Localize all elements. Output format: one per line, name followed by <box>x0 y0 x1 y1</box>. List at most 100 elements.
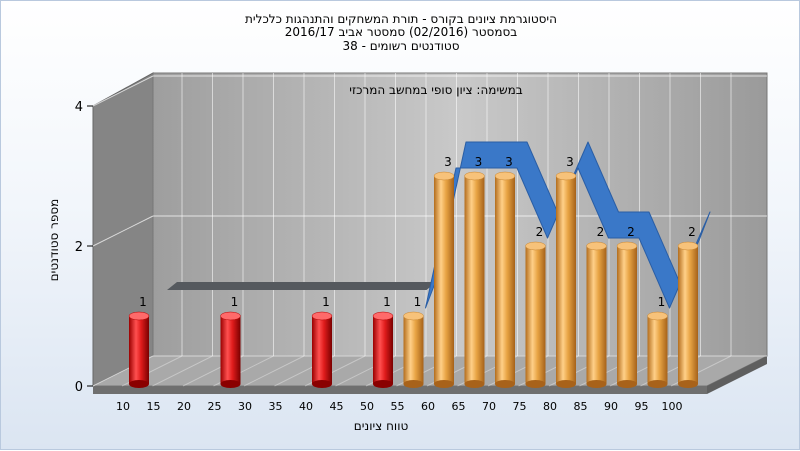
bar-base <box>586 380 607 388</box>
bar-body <box>403 316 424 384</box>
bar-base <box>434 380 454 388</box>
bar-base <box>495 380 515 388</box>
bar-body <box>373 316 393 384</box>
bar-base <box>403 380 424 388</box>
bar-value-label: 1 <box>139 295 147 309</box>
x-tick-label: 45 <box>330 400 344 413</box>
x-tick-label: 70 <box>482 400 496 413</box>
bar-base <box>678 380 698 388</box>
bar-body <box>617 246 637 384</box>
bar-body <box>495 176 515 384</box>
bar-cap <box>677 241 699 251</box>
bar-value-label: 1 <box>658 295 666 309</box>
bar-value-label: 3 <box>566 155 574 169</box>
bar-90: 2 <box>616 225 638 388</box>
bar-base <box>464 380 485 388</box>
bar-cap <box>220 311 241 321</box>
bar-value-label: 2 <box>597 225 605 239</box>
bar-base <box>556 380 576 388</box>
bar-value-label: 3 <box>444 155 452 169</box>
bar-65: 3 <box>464 155 485 388</box>
bar-base <box>647 380 668 388</box>
x-tick-label: 20 <box>177 400 191 413</box>
x-tick-label: 80 <box>543 400 557 413</box>
x-tick-label: 35 <box>269 400 283 413</box>
bar-cap <box>128 311 150 321</box>
bar-value-label: 2 <box>536 225 544 239</box>
x-tick-label: 55 <box>391 400 405 413</box>
bar-value-label: 1 <box>383 295 391 309</box>
bar-cap <box>494 171 516 181</box>
bar-cap <box>555 171 577 181</box>
bar-base <box>617 380 637 388</box>
bar-10: 1 <box>128 295 150 388</box>
bar-100: 2 <box>677 225 699 388</box>
bar-cap <box>525 241 546 251</box>
floor-edge-front <box>93 386 707 394</box>
bar-body <box>129 316 149 384</box>
bar-body <box>434 176 454 384</box>
bar-40: 1 <box>311 295 333 388</box>
x-tick-label: 100 <box>662 400 683 413</box>
bar-body <box>678 246 698 384</box>
floor-grid-line <box>243 355 305 387</box>
y-tick-label: 4 <box>75 100 83 115</box>
ribbon-pass <box>425 141 711 309</box>
bar-value-label: 1 <box>414 295 422 309</box>
bar-base <box>525 380 546 388</box>
bar-value-label: 2 <box>627 225 635 239</box>
bar-80: 3 <box>555 155 577 388</box>
chart-subtitle-students: סטודנטים רשומים - 38 <box>342 39 460 53</box>
bar-body <box>525 246 546 384</box>
grid-line-left-wall <box>92 75 154 107</box>
bar-55: 1 <box>403 295 424 388</box>
bar-cap <box>586 241 607 251</box>
floor-grid-line <box>152 355 213 387</box>
chart-subtitle-semester: בסמסטר (02/2016) סמסטר אביב 2016/17 <box>284 25 518 39</box>
bar-75: 2 <box>525 225 546 388</box>
bar-cap <box>311 311 333 321</box>
x-tick-label: 90 <box>604 400 618 413</box>
bar-value-label: 3 <box>505 155 513 169</box>
x-tick-label: 40 <box>299 400 313 413</box>
bar-cap <box>616 241 638 251</box>
x-tick-label: 60 <box>421 400 435 413</box>
ribbon-fail <box>167 282 437 290</box>
chart-annotation: במשימה: ציון סופי במחשב המרכזי <box>349 83 523 97</box>
bar-cap <box>403 311 424 321</box>
bar-cap <box>433 171 455 181</box>
bar-value-label: 2 <box>688 225 696 239</box>
bar-cap <box>647 311 668 321</box>
floor-edge-side <box>707 356 767 394</box>
bar-25: 1 <box>220 295 241 388</box>
x-tick-label: 75 <box>513 400 527 413</box>
bar-50: 1 <box>372 295 394 388</box>
bar-body <box>647 316 668 384</box>
bar-cap <box>372 311 394 321</box>
bar-body <box>586 246 607 384</box>
bar-body <box>556 176 576 384</box>
bar-60: 3 <box>433 155 455 388</box>
x-tick-label: 25 <box>208 400 222 413</box>
bar-85: 2 <box>586 225 607 388</box>
x-tick-label: 65 <box>452 400 466 413</box>
x-tick-label: 95 <box>635 400 649 413</box>
bar-body <box>464 176 485 384</box>
y-axis-label: מספר סטודנטים <box>47 198 61 282</box>
bar-95: 1 <box>647 295 668 388</box>
chart-title: היסטוגרמת ציונים בקורס - תורת המשחקים וה… <box>245 12 557 26</box>
bar-base <box>312 380 332 388</box>
bar-70: 3 <box>494 155 516 388</box>
bar-cap <box>464 171 485 181</box>
grid-line-left-wall <box>92 215 154 247</box>
x-tick-label: 30 <box>238 400 252 413</box>
bar-base <box>129 380 149 388</box>
bar-body <box>220 316 241 384</box>
bar-base <box>220 380 241 388</box>
bar-value-label: 1 <box>322 295 330 309</box>
bar-body <box>312 316 332 384</box>
x-tick-label: 15 <box>147 400 161 413</box>
bar-base <box>373 380 393 388</box>
